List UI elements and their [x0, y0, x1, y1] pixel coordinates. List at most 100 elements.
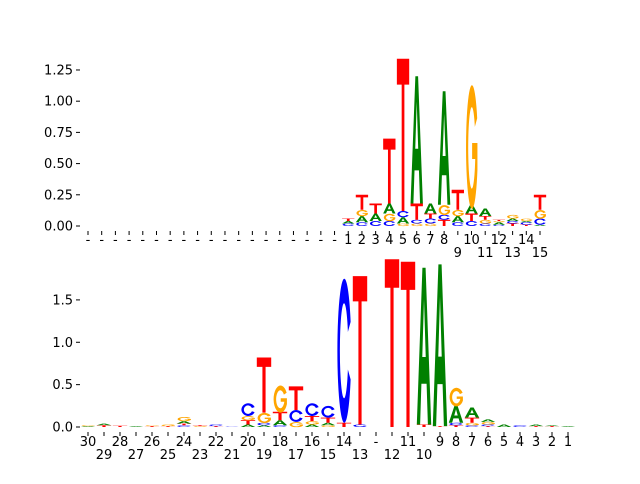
letter-C	[289, 410, 302, 422]
bottom-logo-column	[513, 425, 526, 427]
letter-G	[411, 224, 422, 226]
letter-G	[178, 417, 191, 421]
letter-A	[81, 426, 95, 427]
letter-A	[452, 216, 464, 222]
x-tick-label: 10	[416, 448, 433, 463]
x-tick-label: 2	[358, 233, 366, 248]
x-tick-label: 22	[208, 435, 225, 450]
y-tick-label: 1.00	[44, 95, 73, 110]
x-tick-label: -	[195, 233, 200, 248]
top-logo-column	[493, 220, 505, 226]
x-tick-label: -	[127, 233, 132, 248]
x-tick-label: 11	[477, 246, 494, 261]
x-tick-label: 9	[436, 435, 444, 450]
letter-T	[481, 426, 495, 427]
bottom-logo-column	[529, 424, 543, 427]
x-tick-label: -	[140, 233, 145, 248]
letter-G	[450, 388, 463, 407]
y-tick-label: 0.0	[52, 421, 73, 436]
letter-C	[209, 424, 222, 426]
letter-G	[194, 426, 207, 427]
letter-A	[497, 424, 511, 427]
bottom-logo-column	[417, 268, 431, 427]
x-tick-label: 3	[371, 233, 379, 248]
letter-T	[305, 416, 319, 421]
letter-C	[273, 425, 286, 427]
x-tick-label: -	[318, 233, 323, 248]
letter-C	[356, 222, 367, 226]
letter-G	[290, 422, 303, 427]
letter-G	[439, 205, 450, 215]
x-tick-label: 13	[504, 246, 521, 261]
letter-T	[534, 195, 546, 210]
letter-A	[479, 209, 491, 216]
top-logo-column	[506, 215, 518, 226]
x-tick-label: 6	[413, 233, 421, 248]
letter-G	[480, 220, 491, 224]
letter-T	[177, 424, 191, 426]
x-tick-label: 9	[454, 246, 462, 261]
letter-T	[353, 276, 367, 424]
x-tick-label: -	[223, 233, 228, 248]
letter-C	[337, 279, 350, 423]
letter-C	[177, 425, 190, 427]
x-tick-label: 8	[452, 435, 460, 450]
bottom-logo-panel: 0.00.51.01.53029282726252423222120191817…	[52, 259, 575, 463]
top-logo-column	[369, 204, 381, 226]
letter-A	[465, 408, 479, 418]
letter-T	[289, 386, 303, 410]
letter-T	[479, 216, 491, 220]
letter-A	[506, 219, 518, 221]
letter-T	[342, 219, 354, 221]
bottom-logo-column	[241, 403, 255, 427]
letter-G	[521, 219, 532, 221]
letter-G	[82, 425, 95, 426]
letter-A	[356, 216, 368, 222]
letter-T	[209, 426, 223, 427]
top-logo-column	[534, 195, 546, 226]
bottom-logo-column	[401, 262, 415, 427]
x-tick-label: 1	[344, 233, 352, 248]
x-tick-label: 23	[192, 448, 209, 463]
letter-A	[561, 426, 575, 427]
y-tick-label: 0.50	[44, 157, 73, 172]
x-tick-label: 5	[399, 233, 407, 248]
top-logo-column	[479, 209, 491, 226]
letter-C	[425, 219, 436, 224]
x-tick-label: -	[182, 233, 187, 248]
x-tick-label: 7	[426, 233, 434, 248]
y-tick-label: 1.5	[52, 293, 73, 308]
top-logo-column	[438, 91, 450, 226]
letter-A	[383, 204, 395, 214]
top-logo-column	[452, 190, 464, 226]
x-tick-label: 21	[224, 448, 241, 463]
x-tick-label: 8	[440, 233, 448, 248]
letter-T	[369, 204, 381, 214]
letter-T	[113, 426, 127, 427]
x-tick-label: 2	[548, 435, 556, 450]
letter-G	[258, 413, 271, 423]
bottom-logo-column	[257, 358, 271, 427]
letter-C	[370, 221, 381, 226]
y-tick-label: 0.5	[52, 378, 73, 393]
letter-A	[397, 217, 409, 223]
x-tick-label: 18	[272, 435, 289, 450]
x-tick-label: -	[305, 233, 310, 248]
y-tick-label: 0.00	[44, 220, 73, 235]
bottom-logo-column	[97, 424, 111, 427]
letter-A	[529, 424, 543, 426]
x-tick-label: 4	[516, 435, 524, 450]
top-logo-column	[520, 219, 532, 226]
bottom-logo-column	[145, 425, 159, 427]
x-tick-label: 27	[128, 448, 145, 463]
letter-A	[411, 76, 423, 203]
letter-A	[520, 221, 532, 222]
x-tick-label: 24	[176, 435, 193, 450]
letter-G	[482, 422, 495, 425]
letter-G	[507, 215, 518, 219]
x-tick-label: -	[86, 233, 91, 248]
x-tick-label: 26	[144, 435, 161, 450]
x-tick-label: -	[264, 233, 269, 248]
letter-A	[424, 204, 436, 214]
bottom-logo-column	[209, 424, 223, 427]
